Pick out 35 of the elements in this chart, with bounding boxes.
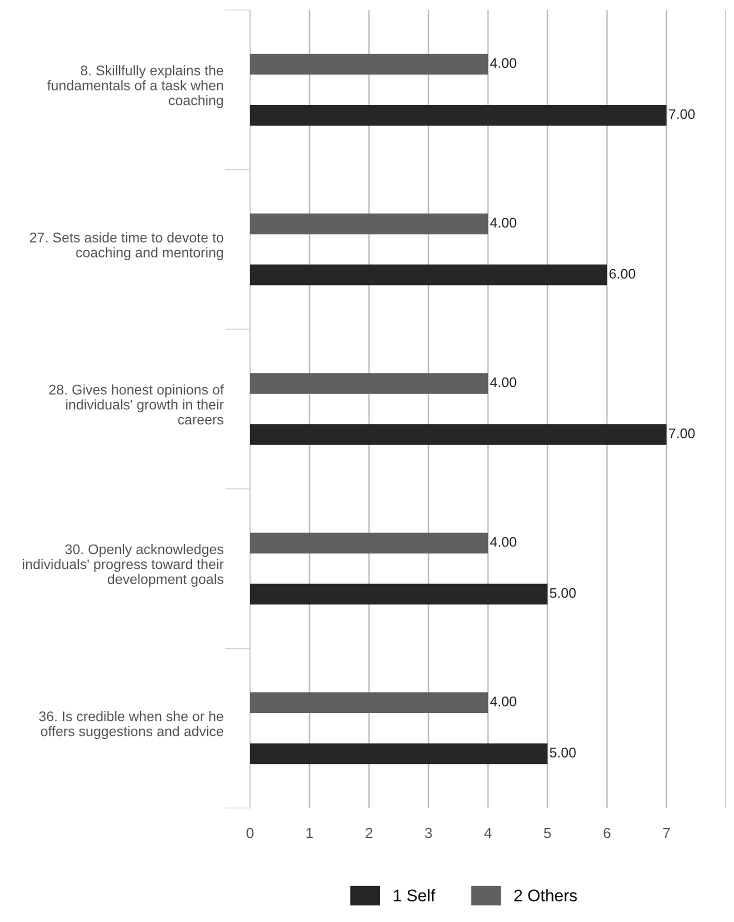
y-tick-label: 27. Sets aside time to devote to coaching and mentoring: [30, 232, 224, 260]
y-tick-label: 8. Skillfully explains the fundamentals of a task when coaching: [47, 65, 224, 108]
x-tick-label: 3: [425, 828, 432, 838]
data-label: 4.00: [490, 696, 516, 706]
x-tick-label: 6: [604, 828, 610, 838]
bar: [250, 104, 666, 126]
x-tick-label: 1: [306, 828, 313, 838]
bar: [250, 54, 488, 75]
x-tick-label: 4: [484, 828, 492, 838]
x-tick-label: 2: [366, 828, 372, 838]
legend-label: 2 Others: [514, 889, 577, 902]
data-label: 7.00: [668, 428, 695, 438]
bar: [250, 743, 548, 764]
data-label: 7.00: [668, 109, 695, 120]
bar: [250, 264, 607, 286]
data-label: 5.00: [550, 748, 576, 758]
data-label: 4.00: [490, 218, 516, 228]
legend-label: 1 Self: [394, 889, 436, 902]
bar: [250, 692, 488, 714]
data-label: 4.00: [490, 377, 516, 388]
data-label: 5.00: [550, 588, 576, 598]
data-label: 4.00: [490, 58, 516, 68]
bar: [250, 424, 666, 445]
bar: [250, 373, 488, 394]
y-tick-label: 30. Openly acknowledges individuals' progress toward their development goals: [22, 544, 224, 587]
x-tick-label: 7: [663, 828, 670, 838]
x-tick-label: 0: [246, 828, 254, 838]
y-tick-label: 28. Gives honest opinions of individuals' growth in their careers: [49, 384, 224, 424]
data-label: 4.00: [490, 536, 516, 547]
bar: [250, 532, 488, 554]
y-tick-label: 36. Is credible when she or he offers suggestions and advice: [39, 711, 224, 739]
bar: [250, 213, 488, 234]
bar: [250, 584, 548, 605]
data-label: 6.00: [609, 268, 636, 279]
x-tick-label: 5: [544, 828, 551, 838]
